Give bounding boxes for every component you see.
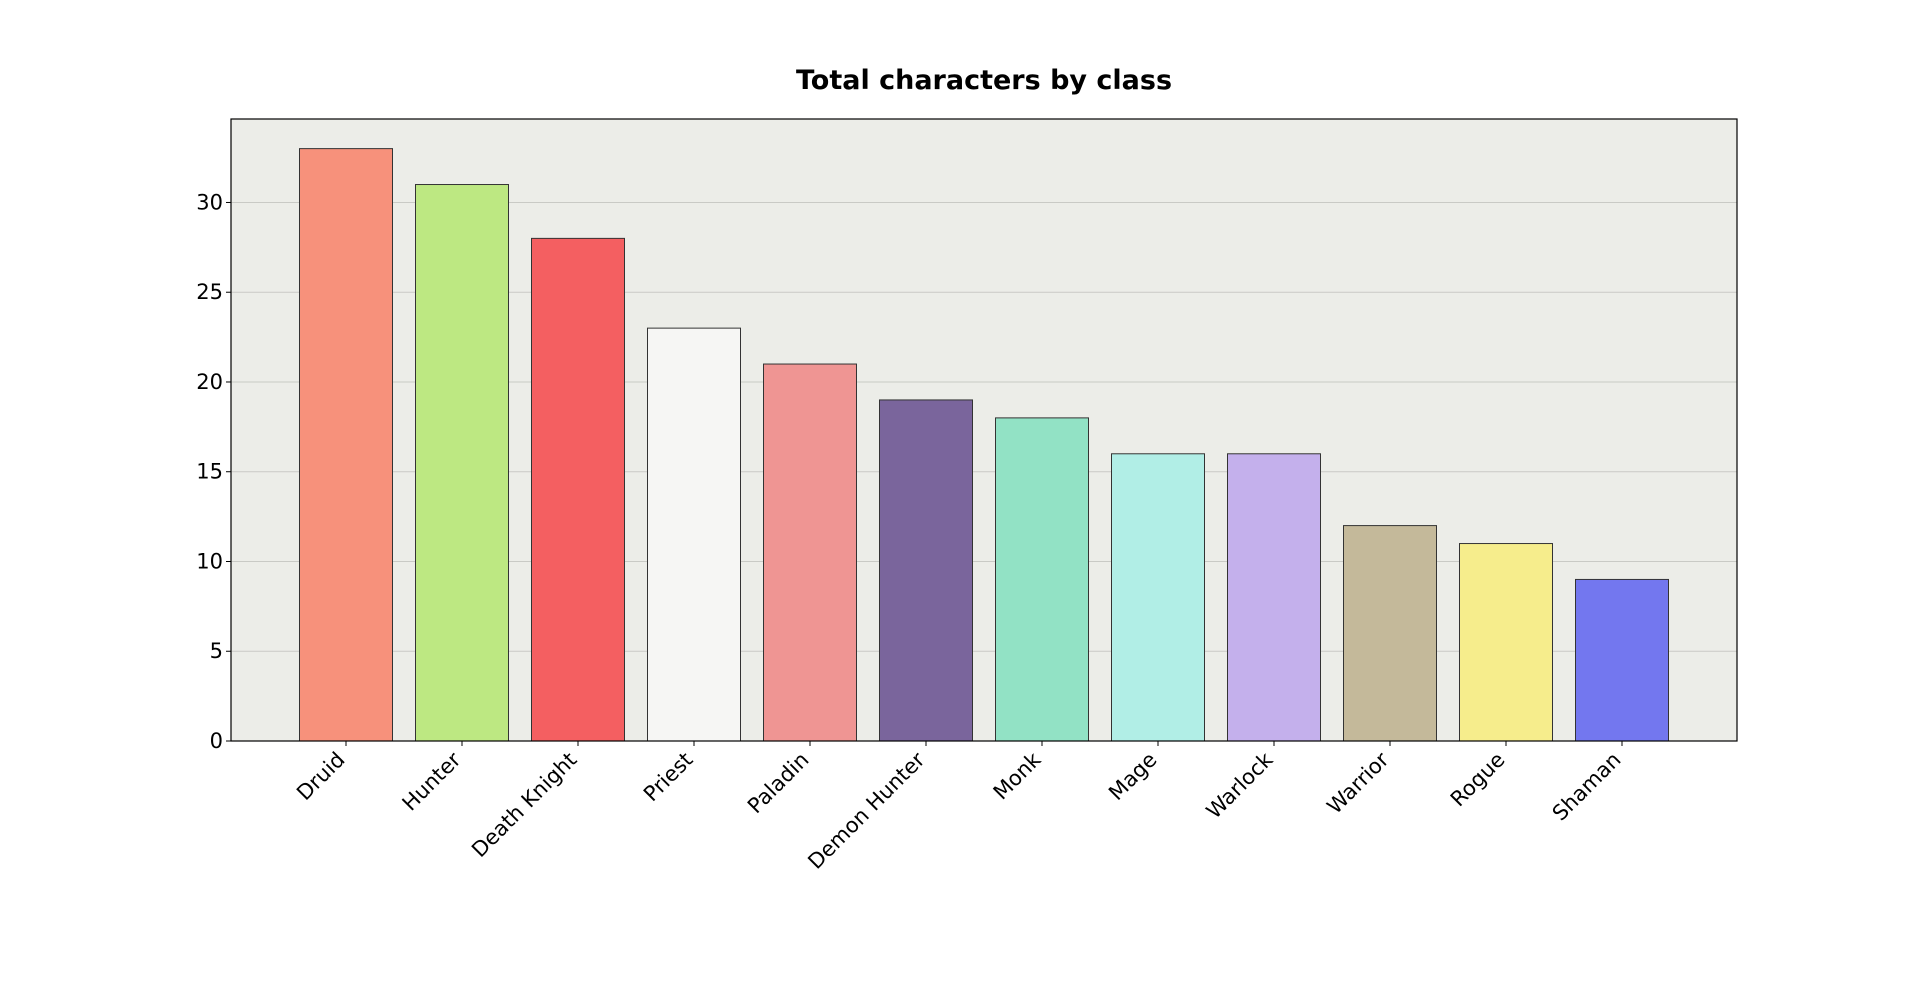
y-tick-label: 10 [196,549,223,573]
bar-warlock [1227,453,1321,742]
bars [299,148,1669,742]
bar-druid [299,148,393,742]
plot-frame [230,118,1738,742]
y-axis: 0 5 10 15 20 25 30 [196,190,231,753]
bar-monk [995,417,1089,742]
y-tick-label: 15 [196,460,223,484]
bar-paladin [763,363,857,742]
bar-warrior [1343,525,1437,742]
bar-death-knight [531,237,625,742]
y-tick-label: 20 [196,370,223,394]
y-tick-label: 25 [196,280,223,304]
y-tick-label: 0 [210,729,223,753]
chart-title: Total characters by class [796,65,1172,96]
bar-demon-hunter [879,399,973,742]
y-tick-label: 5 [210,639,223,663]
bar-priest [647,327,741,742]
bar-hunter [415,184,509,742]
bar-rogue [1459,543,1553,742]
bar-shaman [1575,578,1669,742]
y-tick-label: 30 [196,190,223,214]
bar-mage [1111,453,1205,742]
